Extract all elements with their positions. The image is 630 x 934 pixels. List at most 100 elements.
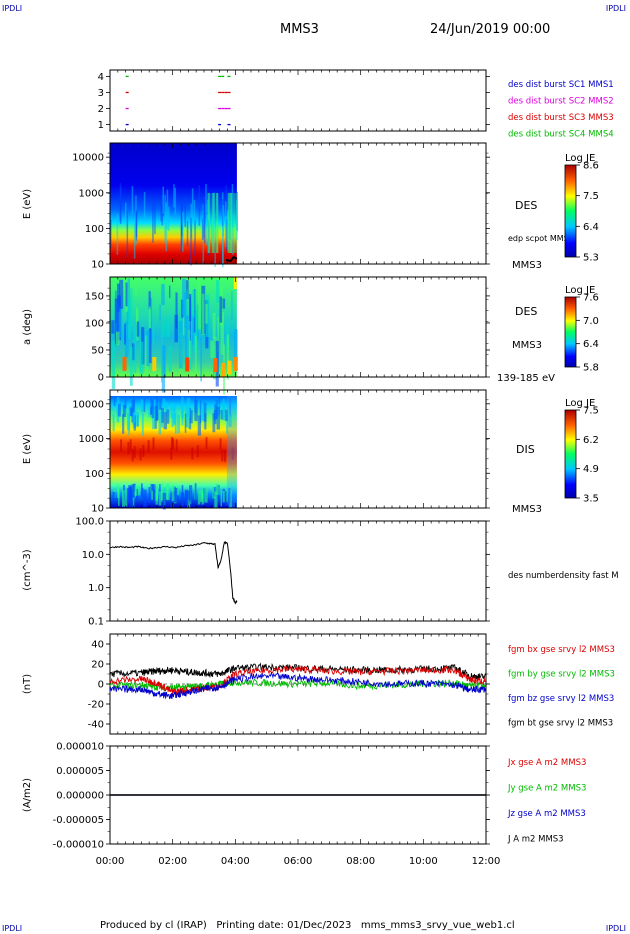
bfield-y-tick-4: 40 bbox=[91, 640, 104, 651]
dis-energy-colorbar bbox=[564, 409, 577, 499]
dis-energy-sublabel: MMS3 bbox=[512, 504, 542, 515]
bfield-y-tick-1: -20 bbox=[88, 700, 104, 711]
des-pitch-energy-range: 139-185 eV bbox=[497, 373, 555, 384]
des-energy-ylabel: E (eV) bbox=[22, 189, 33, 219]
des-scpot-line bbox=[225, 255, 238, 263]
des-pitch-hotspot-4 bbox=[221, 362, 226, 377]
density-frame bbox=[109, 520, 487, 622]
xaxis-tick-6: 12:00 bbox=[472, 856, 501, 867]
des-energy-y-tick-3: 10000 bbox=[72, 153, 104, 164]
des-pitch-y-tick-0: 0 bbox=[98, 373, 104, 384]
des-energy-sublabel: MMS3 bbox=[512, 260, 542, 271]
bfield-legend-0: fgm bx gse srvy l2 MMS3 bbox=[508, 645, 615, 655]
des-pitch-colorbar-title: Log JE bbox=[565, 285, 595, 296]
dis-energy-colorbar-tick-2: 4.9 bbox=[583, 464, 599, 475]
current-legend-0: Jx gse A m2 MMS3 bbox=[507, 758, 586, 768]
current-y-tick-1: -0.000005 bbox=[53, 815, 104, 826]
des-energy-colorbar-tick-0: 8.6 bbox=[583, 161, 599, 172]
dis-energy-colorbar-tick-0: 7.5 bbox=[583, 406, 599, 417]
availability-tick-0: 1 bbox=[98, 120, 104, 131]
bfield-legend-1: fgm by gse srvy l2 MMS3 bbox=[508, 670, 615, 680]
des-pitch-y-tick-2: 100 bbox=[85, 318, 104, 329]
density-ylabel: (cm^-3) bbox=[22, 549, 33, 590]
availability-tick-1: 2 bbox=[98, 104, 104, 115]
current-legend-3: J A m2 MMS3 bbox=[507, 835, 564, 845]
current-y-tick-0: -0.000010 bbox=[53, 840, 104, 851]
des-pitch-colorbar bbox=[564, 296, 577, 368]
des-pitch-y-tick-1: 50 bbox=[91, 345, 104, 356]
current-y-tick-2: 0.000000 bbox=[56, 791, 104, 802]
xaxis-tick-2: 04:00 bbox=[221, 856, 250, 867]
des-pitch-hotspot-0 bbox=[122, 356, 127, 371]
xaxis-tick-5: 10:00 bbox=[409, 856, 438, 867]
des-pitch-hotspot-6 bbox=[233, 356, 238, 371]
corner-label-bottom-left: IPDLI bbox=[2, 924, 23, 933]
dis-energy-y-tick-0: 10 bbox=[91, 504, 104, 515]
xaxis-tick-3: 06:00 bbox=[284, 856, 313, 867]
density-y-tick-2: 10.0 bbox=[82, 550, 104, 561]
des-pitch-colorbar-tick-2: 6.4 bbox=[583, 339, 599, 350]
des-pitch-hotspot-3 bbox=[213, 358, 218, 373]
density-y-tick-3: 100.0 bbox=[75, 517, 104, 528]
bfield-legend-3: fgm bt gse srvy l2 MMS3 bbox=[508, 719, 613, 729]
xaxis-tick-0: 00:00 bbox=[96, 856, 125, 867]
des-energy-colorbar-tick-2: 6.4 bbox=[583, 222, 599, 233]
page-date: 24/Jun/2019 00:00 bbox=[430, 22, 551, 37]
des-pitch-colorbar-tick-1: 7.0 bbox=[583, 316, 599, 327]
des-energy-y-tick-1: 100 bbox=[85, 224, 104, 235]
availability-tick-2: 3 bbox=[98, 88, 104, 99]
des-pitch-ylabel: a (deg) bbox=[22, 309, 33, 345]
bfield-series-3 bbox=[109, 662, 486, 681]
des-pitch-colorbar-tick-3: 5.8 bbox=[583, 363, 599, 374]
current-y-tick-3: 0.000005 bbox=[56, 766, 104, 777]
corner-label-bottom-right: IPDLI bbox=[605, 924, 626, 933]
des-energy-y-tick-2: 1000 bbox=[79, 188, 104, 199]
des-energy-colorbar bbox=[564, 164, 577, 258]
dis-energy-y-tick-2: 1000 bbox=[79, 434, 104, 445]
bfield-y-tick-3: 20 bbox=[91, 660, 104, 671]
bfield-y-tick-2: 0 bbox=[98, 680, 104, 691]
des-energy-overlay-label: edp scpot MMS3 bbox=[508, 234, 574, 243]
footer-text: Produced by cl (IRAP) Printing date: 01/… bbox=[100, 920, 515, 931]
des-energy-colorbar-title: Log JE bbox=[565, 153, 595, 164]
density-series-line bbox=[109, 540, 238, 605]
page-title: MMS3 bbox=[280, 22, 319, 37]
density-y-tick-0: 0.1 bbox=[88, 617, 104, 628]
des-energy-y-tick-0: 10 bbox=[91, 260, 104, 271]
current-y-tick-4: 0.000010 bbox=[56, 742, 104, 753]
dis-energy-colorbar-tick-3: 3.5 bbox=[583, 494, 599, 505]
availability-legend-0: des dist burst SC1 MMS1 bbox=[508, 80, 614, 90]
density-y-tick-1: 1.0 bbox=[88, 583, 104, 594]
bfield-legend-2: fgm bz gse srvy l2 MMS3 bbox=[508, 694, 614, 704]
dis-energy-label: DIS bbox=[516, 443, 535, 456]
des-pitch-hotspot-5 bbox=[227, 360, 232, 375]
dis-energy-y-tick-1: 100 bbox=[85, 469, 104, 480]
availability-tick-3: 4 bbox=[98, 72, 104, 83]
availability-frame bbox=[109, 69, 487, 132]
dis-energy-y-tick-3: 10000 bbox=[72, 399, 104, 410]
des-pitch-label: DES bbox=[515, 305, 537, 318]
mms-summary-plot: 1 2 3 4 des dist burst SC1 MMS1 des dist burs… bbox=[22, 69, 619, 867]
dis-energy-colorbar-title: Log JE bbox=[565, 398, 595, 409]
density-series-label: des numberdensity fast M bbox=[508, 571, 619, 581]
availability-legend-3: des dist burst SC4 MMS4 bbox=[508, 130, 614, 140]
availability-legend-1: des dist burst SC2 MMS2 bbox=[508, 97, 614, 107]
des-pitch-colorbar-tick-0: 7.6 bbox=[583, 293, 599, 304]
des-pitch-hotspot-1 bbox=[152, 357, 157, 372]
bfield-y-tick-0: -40 bbox=[88, 720, 104, 731]
current-ylabel: (A/m2) bbox=[22, 778, 33, 812]
des-pitch-hotspot-2 bbox=[185, 357, 190, 372]
corner-label-top-left: IPDLI bbox=[2, 4, 23, 13]
current-legend-2: Jz gse A m2 MMS3 bbox=[507, 809, 586, 819]
dis-energy-colorbar-tick-1: 6.2 bbox=[583, 435, 599, 446]
des-energy-colorbar-tick-1: 7.5 bbox=[583, 191, 599, 202]
des-pitch-sublabel: MMS3 bbox=[512, 340, 542, 351]
des-pitch-y-tick-3: 150 bbox=[85, 291, 104, 302]
corner-label-top-right: IPDLI bbox=[605, 4, 626, 13]
dis-energy-ylabel: E (eV) bbox=[22, 434, 33, 464]
availability-legend-2: des dist burst SC3 MMS3 bbox=[508, 113, 614, 123]
bfield-series-0 bbox=[109, 664, 486, 695]
des-energy-label: DES bbox=[515, 199, 537, 212]
xaxis-tick-1: 02:00 bbox=[158, 856, 187, 867]
current-legend-1: Jy gse A m2 MMS3 bbox=[507, 784, 586, 794]
